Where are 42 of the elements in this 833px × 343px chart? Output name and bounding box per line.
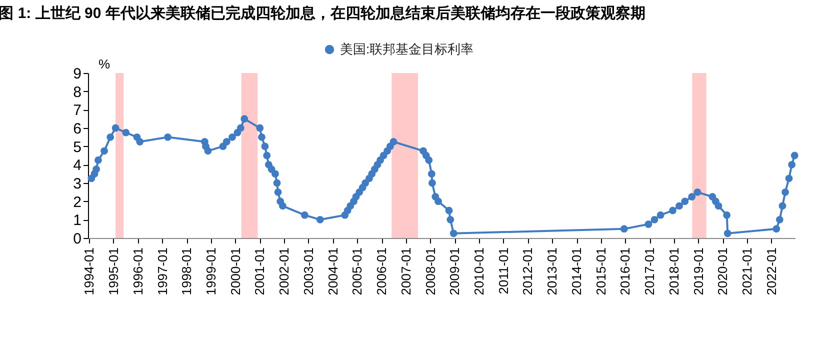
x-tick-label: 2022-01	[764, 248, 779, 296]
x-tick-label: 1997-01	[154, 248, 170, 296]
x-tick-label: 2021-01	[740, 248, 755, 296]
chart-title: 图 1: 上世纪 90 年代以来美联储已完成四轮加息，在四轮加息结束后美联储均存在一段政策观察期	[0, 4, 646, 22]
x-tick-label: 2002-01	[276, 248, 292, 296]
x-tick-label: 2000-01	[228, 248, 243, 296]
x-tick-label: 2016-01	[618, 248, 633, 296]
x-tick-label: 2012-01	[520, 248, 536, 296]
x-tick-label: 2020-01	[715, 248, 730, 296]
x-tick-label: 1998-01	[179, 248, 194, 296]
y-tick-label: 4	[73, 157, 82, 174]
x-tick-label: 1999-01	[203, 248, 218, 296]
x-tick-label: 2009-01	[447, 248, 462, 296]
x-tick-label: 2004-01	[325, 248, 340, 296]
x-tick-label: 2003-01	[300, 248, 316, 296]
y-tick-label: 5	[73, 138, 82, 156]
y-tick-label: 0	[73, 230, 82, 248]
x-tick-label: 2015-01	[593, 248, 608, 296]
x-tick-label: 1996-01	[130, 248, 146, 296]
y-tick-label: 6	[73, 120, 82, 138]
x-tick-label: 2017-01	[642, 248, 658, 296]
y-tick-label: 2	[73, 194, 82, 211]
x-tick-label: 2014-01	[569, 248, 584, 296]
y-tick-label: 9	[73, 66, 82, 82]
x-tick-label: 2013-01	[544, 248, 560, 296]
x-tick-label: 2019-01	[690, 248, 706, 296]
x-tick-label: 2007-01	[398, 248, 414, 296]
y-tick-label: 7	[73, 102, 82, 120]
y-tick-label: 3	[73, 176, 82, 192]
x-tick-label: 2005-01	[350, 248, 365, 296]
y-tick-label: 1	[73, 212, 82, 230]
x-tick-label: 2001-01	[252, 248, 268, 296]
x-tick-label: 2011-01	[496, 248, 511, 294]
legend-label: 美国:联邦基金目标利率	[340, 42, 474, 56]
y-axis-title: %	[98, 56, 110, 72]
x-tick-label: 1994-01	[82, 248, 97, 296]
x-tick-label: 2008-01	[422, 248, 438, 296]
x-tick-label: 1995-01	[106, 248, 121, 296]
y-tick-label: 8	[73, 84, 82, 101]
x-tick-label: 2010-01	[472, 248, 487, 296]
x-tick-label: 2018-01	[666, 248, 682, 296]
x-tick-label: 2006-01	[374, 248, 390, 296]
